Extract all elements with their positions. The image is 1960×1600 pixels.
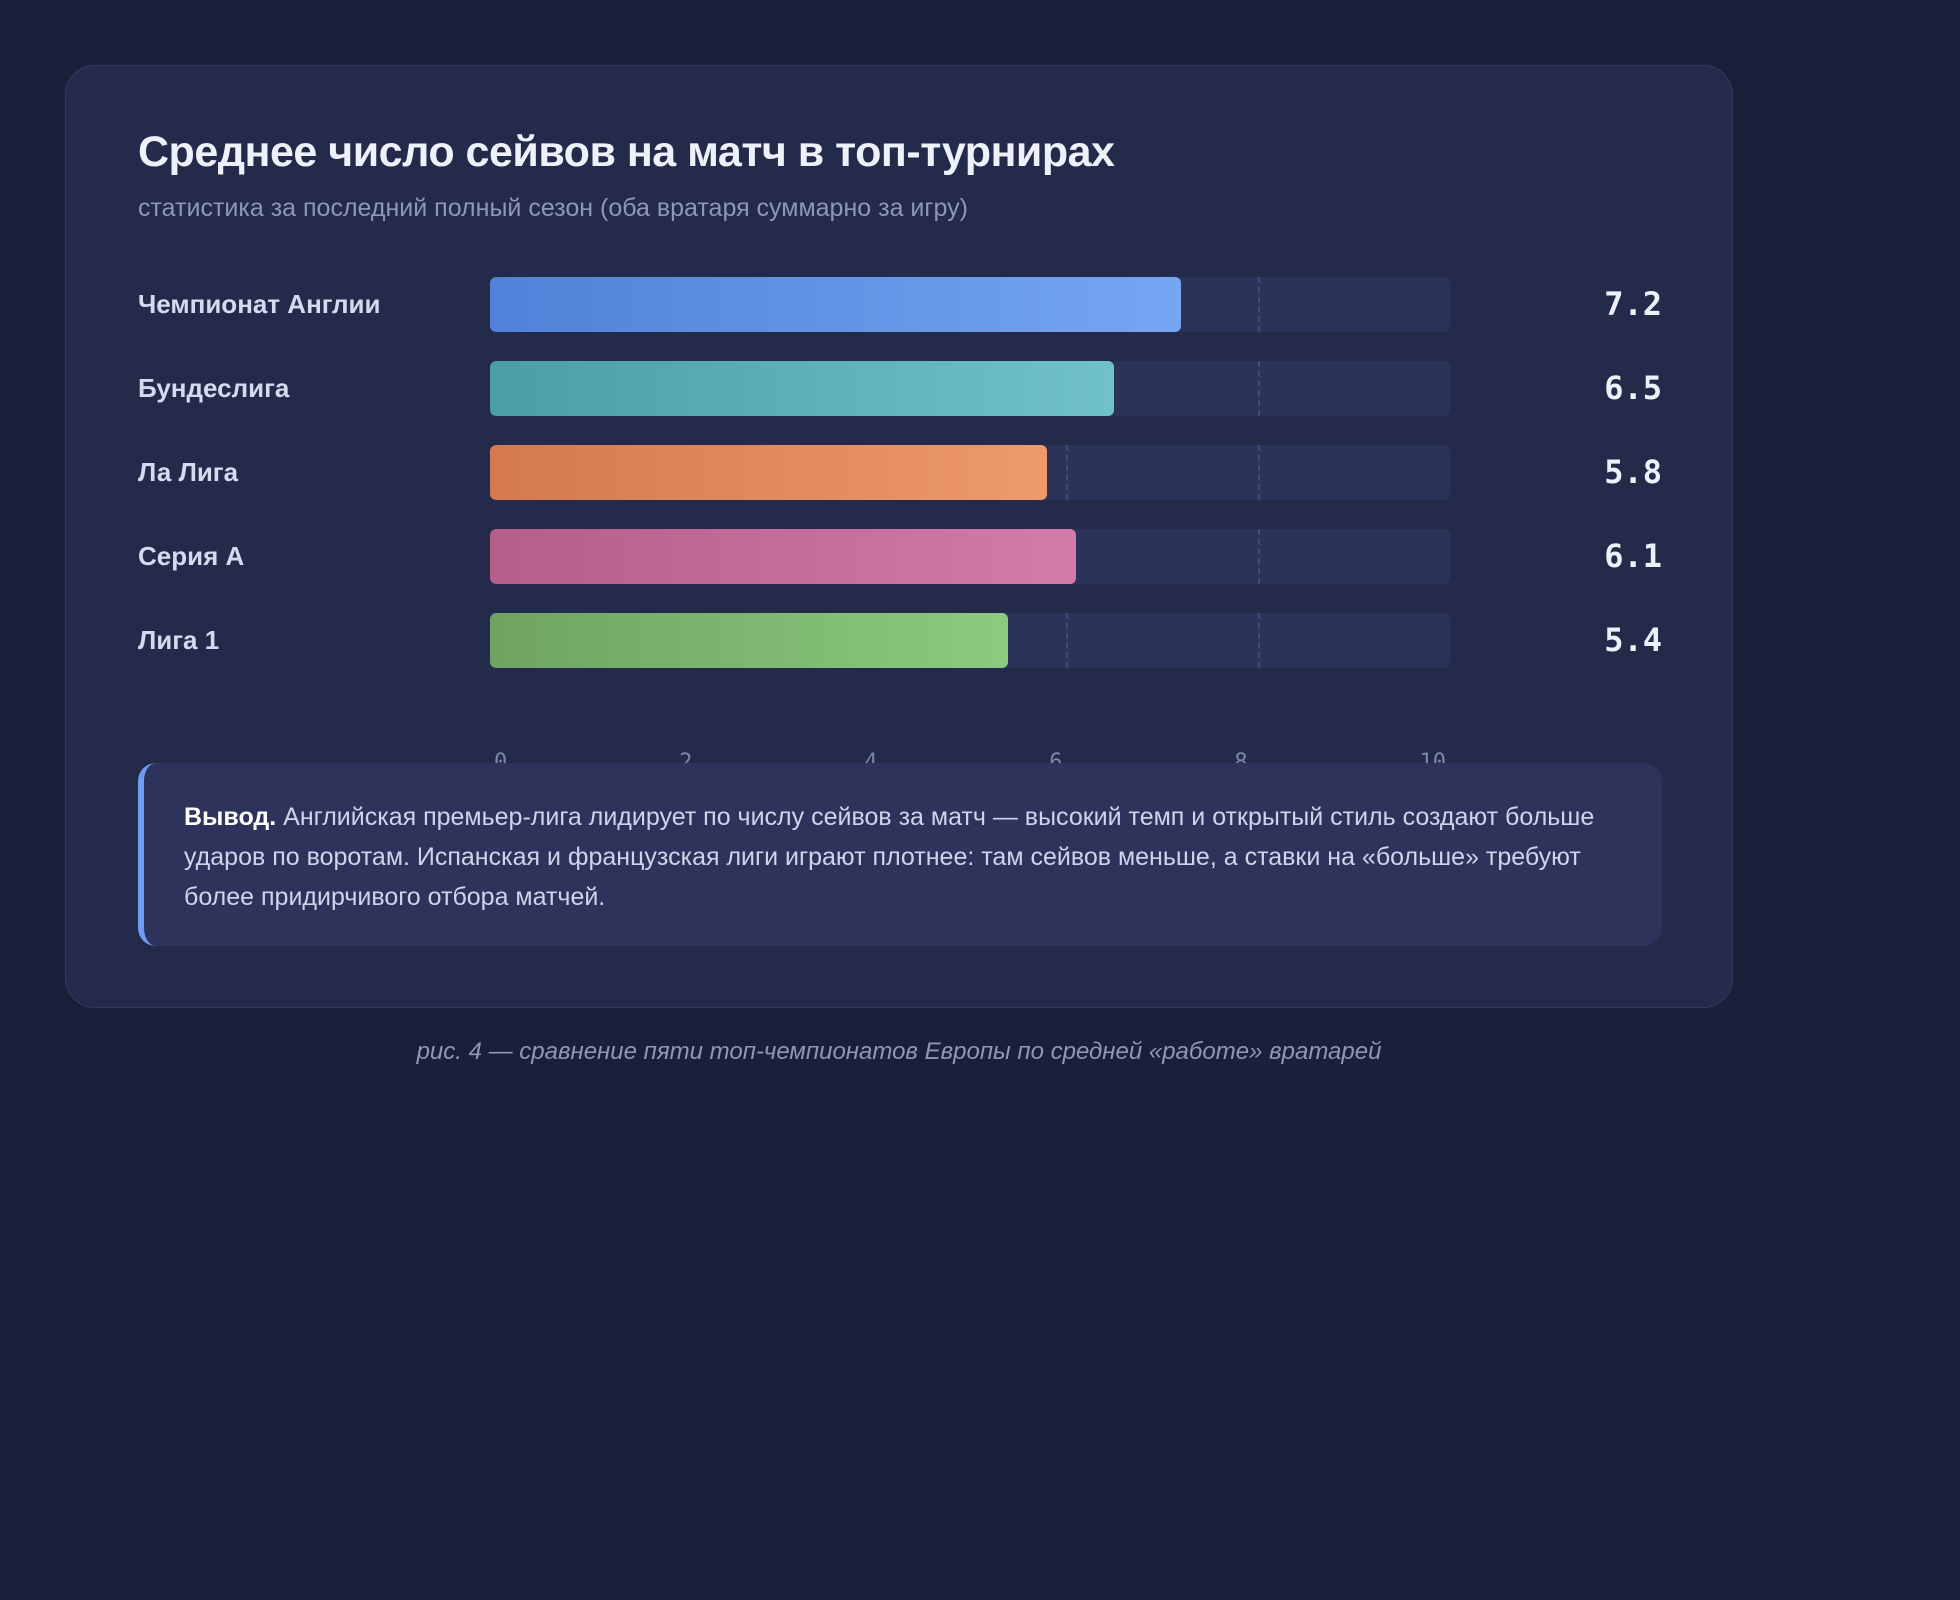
gridline	[1066, 445, 1068, 500]
value-label: 5.4	[1604, 621, 1662, 659]
category-label: Ла Лига	[138, 457, 239, 487]
value-label: 7.2	[1604, 285, 1662, 323]
gridline	[1258, 277, 1260, 332]
bar-row: Лига 1 5.4	[138, 613, 1662, 668]
category-label: Чемпионат Англии	[138, 289, 381, 319]
gridline	[1258, 445, 1260, 500]
gridline	[1258, 613, 1260, 668]
chart-title: Среднее число сейвов на матч в топ-турни…	[138, 128, 1115, 176]
callout-text: Английская премьер-лига лидирует по числ…	[184, 803, 1595, 911]
callout-lead: Вывод.	[184, 803, 277, 831]
bar	[490, 361, 1114, 416]
bar	[490, 277, 1182, 332]
conclusion-callout: Вывод. Английская премьер-лига лидирует …	[138, 763, 1662, 946]
bar-track	[490, 613, 1450, 668]
value-label: 6.1	[1604, 537, 1662, 575]
bar	[490, 613, 1009, 668]
bar	[490, 445, 1047, 500]
bar-track	[490, 361, 1450, 416]
gridline	[1258, 529, 1260, 584]
value-label: 6.5	[1604, 369, 1662, 407]
chart-card: Среднее число сейвов на матч в топ-турни…	[65, 65, 1733, 1008]
bar	[490, 529, 1076, 584]
bar-row: Серия А 6.1	[138, 529, 1662, 584]
value-label: 5.8	[1604, 453, 1662, 491]
gridline	[1258, 361, 1260, 416]
chart-subtitle: статистика за последний полный сезон (об…	[138, 194, 968, 222]
bar-track	[490, 277, 1450, 332]
bar-row: Ла Лига 5.8	[138, 445, 1662, 500]
category-label: Серия А	[138, 541, 245, 571]
category-label: Бундеслига	[138, 373, 290, 403]
figure-caption: рис. 4 — сравнение пяти топ-чемпионатов …	[416, 1038, 1382, 1065]
gridline	[1066, 613, 1068, 668]
bar-track	[490, 529, 1450, 584]
bar-row: Бундеслига 6.5	[138, 361, 1662, 416]
bar-row: Чемпионат Англии 7.2	[138, 277, 1662, 332]
category-label: Лига 1	[138, 625, 220, 655]
bar-track	[490, 445, 1450, 500]
